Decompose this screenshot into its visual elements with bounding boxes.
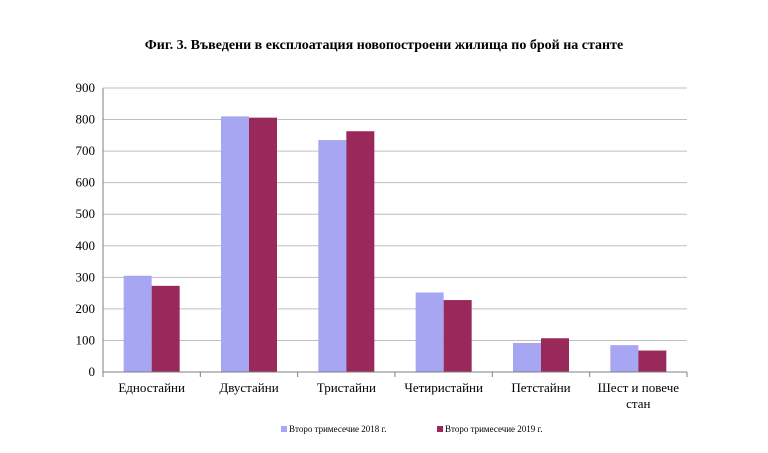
bar	[513, 342, 541, 372]
bars	[123, 116, 667, 373]
x-category-label: Петстайни	[511, 380, 570, 395]
x-axis-categories: Едностайни Двустайни Тристайни Четиристайни…	[118, 380, 679, 411]
bar	[610, 345, 639, 372]
axes	[102, 88, 688, 377]
bar	[123, 275, 152, 372]
y-tick-label: 500	[76, 206, 96, 221]
y-tick-label: 700	[76, 143, 96, 158]
bar	[318, 140, 347, 372]
gridlines	[103, 87, 687, 341]
legend-label: Второ тримесечие 2018 г.	[289, 424, 386, 434]
legend-swatch	[437, 426, 443, 432]
x-category-label: Четиристайни	[404, 380, 483, 395]
bar	[541, 338, 569, 372]
y-axis-ticks: 0 100 200 300 400 500 600 700 800 900	[76, 80, 96, 379]
x-category-label: Тристайни	[317, 380, 376, 395]
bar	[221, 116, 249, 373]
y-tick-label: 100	[76, 332, 96, 347]
bar	[249, 117, 277, 372]
x-category-label: Едностайни	[118, 380, 185, 395]
bar	[151, 285, 180, 372]
legend-label: Второ тримесечие 2019 г.	[445, 424, 542, 434]
bar	[443, 300, 472, 372]
bar	[415, 292, 444, 372]
bar	[346, 131, 375, 372]
y-tick-label: 900	[76, 80, 96, 95]
y-tick-label: 300	[76, 269, 96, 284]
y-tick-label: 200	[76, 301, 96, 316]
y-tick-label: 800	[76, 112, 96, 127]
y-tick-label: 400	[76, 238, 96, 253]
x-category-label: Двустайни	[219, 380, 278, 395]
chart-title: Фиг. 3. Въведени в експлоатация новопост…	[144, 38, 624, 53]
x-category-label: Шест и повече стан	[598, 380, 680, 411]
y-tick-label: 600	[76, 175, 96, 190]
y-tick-label: 0	[89, 364, 96, 379]
legend: Второ тримесечие 2018 г. Второ тримесечие…	[281, 424, 542, 434]
bar	[638, 350, 667, 372]
legend-swatch	[281, 426, 287, 432]
